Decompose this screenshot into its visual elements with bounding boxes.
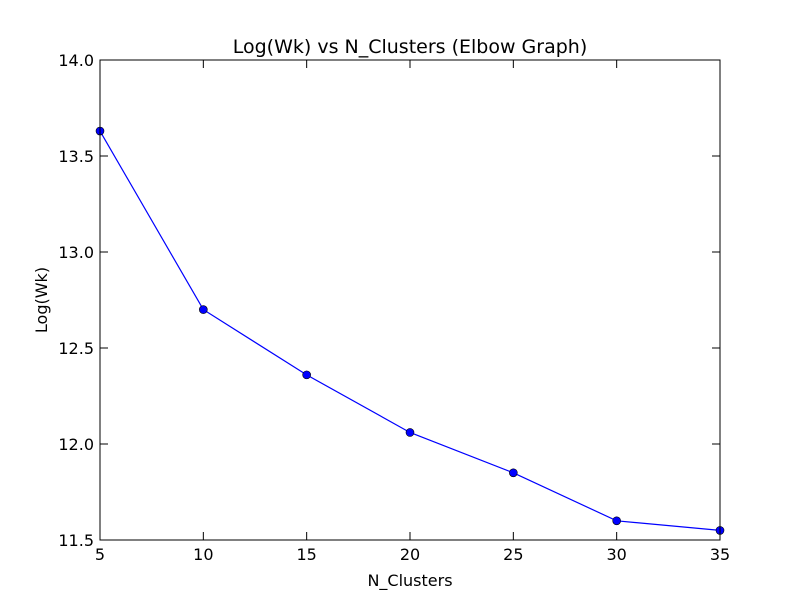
data-point [302, 370, 311, 380]
data-point [612, 516, 621, 526]
y-tick-label: 14.0 [58, 51, 94, 70]
axis-ticks: 5 10 15 20 25 30 35 11.5 12.0 12.5 13.0 13.5 14.0 [58, 51, 730, 564]
data-point [509, 468, 518, 478]
chart-title: Log(Wk) vs N_Clusters (Elbow Graph) [233, 36, 588, 58]
y-tick-label: 13.0 [58, 243, 94, 262]
data-point [199, 305, 208, 314]
plot-area [100, 60, 720, 540]
x-tick-label: 30 [606, 545, 626, 564]
x-axis-label: N_Clusters [367, 571, 452, 591]
y-axis-label: Log(Wk) [32, 267, 51, 333]
x-tick-label: 35 [710, 545, 730, 564]
x-tick-label: 10 [193, 545, 213, 564]
x-tick-label: 5 [95, 545, 105, 564]
y-tick-label: 11.5 [58, 531, 94, 550]
x-tick-label: 25 [503, 545, 523, 564]
y-tick-label: 12.5 [58, 339, 94, 358]
y-tick-label: 13.5 [58, 147, 94, 166]
x-tick-label: 20 [400, 545, 420, 564]
data-point [405, 428, 415, 437]
plot-frame [99, 59, 721, 541]
x-tick-label: 15 [296, 545, 316, 564]
y-tick-label: 12.0 [58, 435, 94, 454]
